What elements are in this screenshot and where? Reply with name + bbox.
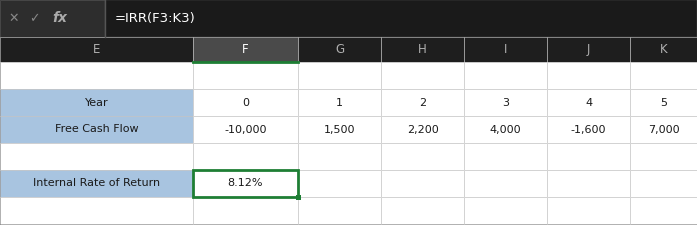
Bar — [193, 37, 298, 62]
Bar — [630, 89, 697, 116]
Bar — [298, 143, 381, 170]
Text: 1: 1 — [336, 97, 343, 108]
Text: 3: 3 — [502, 97, 509, 108]
Text: H: H — [418, 43, 427, 56]
Text: 2: 2 — [419, 97, 426, 108]
Bar — [464, 116, 547, 143]
Bar — [464, 170, 547, 197]
Bar — [464, 89, 547, 116]
Bar — [630, 143, 697, 170]
Text: G: G — [335, 43, 344, 56]
Bar — [298, 170, 381, 197]
Bar — [298, 62, 381, 89]
Bar — [0, 143, 193, 170]
Text: Internal Rate of Return: Internal Rate of Return — [33, 178, 160, 189]
Bar — [381, 62, 464, 89]
Bar — [547, 170, 630, 197]
Bar — [193, 170, 298, 197]
Bar — [0, 116, 193, 143]
Bar — [105, 0, 697, 37]
Bar — [547, 116, 630, 143]
Bar — [381, 116, 464, 143]
Bar — [193, 62, 298, 89]
Bar — [193, 116, 298, 143]
Bar — [630, 170, 697, 197]
Text: 0: 0 — [242, 97, 249, 108]
Bar — [464, 62, 547, 89]
Text: Free Cash Flow: Free Cash Flow — [54, 124, 138, 135]
Bar — [298, 37, 381, 62]
Text: 5: 5 — [660, 97, 667, 108]
Text: -10,000: -10,000 — [224, 124, 267, 135]
Text: =IRR(F3:K3): =IRR(F3:K3) — [115, 12, 196, 25]
Bar — [298, 89, 381, 116]
Text: ✓: ✓ — [29, 12, 39, 25]
Text: I: I — [504, 43, 507, 56]
Bar — [0, 89, 193, 116]
Text: Year: Year — [85, 97, 108, 108]
Bar — [0, 62, 193, 89]
Bar — [298, 116, 381, 143]
Bar — [464, 143, 547, 170]
Bar — [296, 194, 300, 200]
Text: 2,200: 2,200 — [406, 124, 438, 135]
Bar — [381, 89, 464, 116]
Bar — [381, 143, 464, 170]
Bar — [193, 89, 298, 116]
Bar — [0, 37, 193, 62]
Text: -1,600: -1,600 — [571, 124, 606, 135]
Bar — [0, 170, 193, 197]
Text: 8.12%: 8.12% — [228, 178, 263, 189]
Bar — [630, 116, 697, 143]
Text: K: K — [659, 43, 667, 56]
Bar — [0, 0, 105, 37]
Bar — [547, 143, 630, 170]
Bar — [381, 170, 464, 197]
Bar — [630, 62, 697, 89]
Bar — [547, 62, 630, 89]
Text: 1,500: 1,500 — [323, 124, 355, 135]
Text: E: E — [93, 43, 100, 56]
Text: 7,000: 7,000 — [648, 124, 680, 135]
Bar — [381, 197, 464, 224]
Text: ✕: ✕ — [9, 12, 20, 25]
Text: 4: 4 — [585, 97, 592, 108]
Text: fx: fx — [52, 11, 68, 25]
Bar — [630, 37, 697, 62]
Text: 4,000: 4,000 — [490, 124, 521, 135]
Bar — [0, 197, 193, 224]
Bar — [464, 197, 547, 224]
Text: F: F — [242, 43, 249, 56]
Bar — [630, 197, 697, 224]
Bar — [298, 197, 381, 224]
Bar — [381, 37, 464, 62]
Bar — [547, 197, 630, 224]
Bar — [464, 37, 547, 62]
Bar — [193, 170, 298, 197]
Bar — [547, 37, 630, 62]
Bar — [193, 197, 298, 224]
Bar — [547, 89, 630, 116]
Bar — [193, 143, 298, 170]
Text: J: J — [587, 43, 590, 56]
